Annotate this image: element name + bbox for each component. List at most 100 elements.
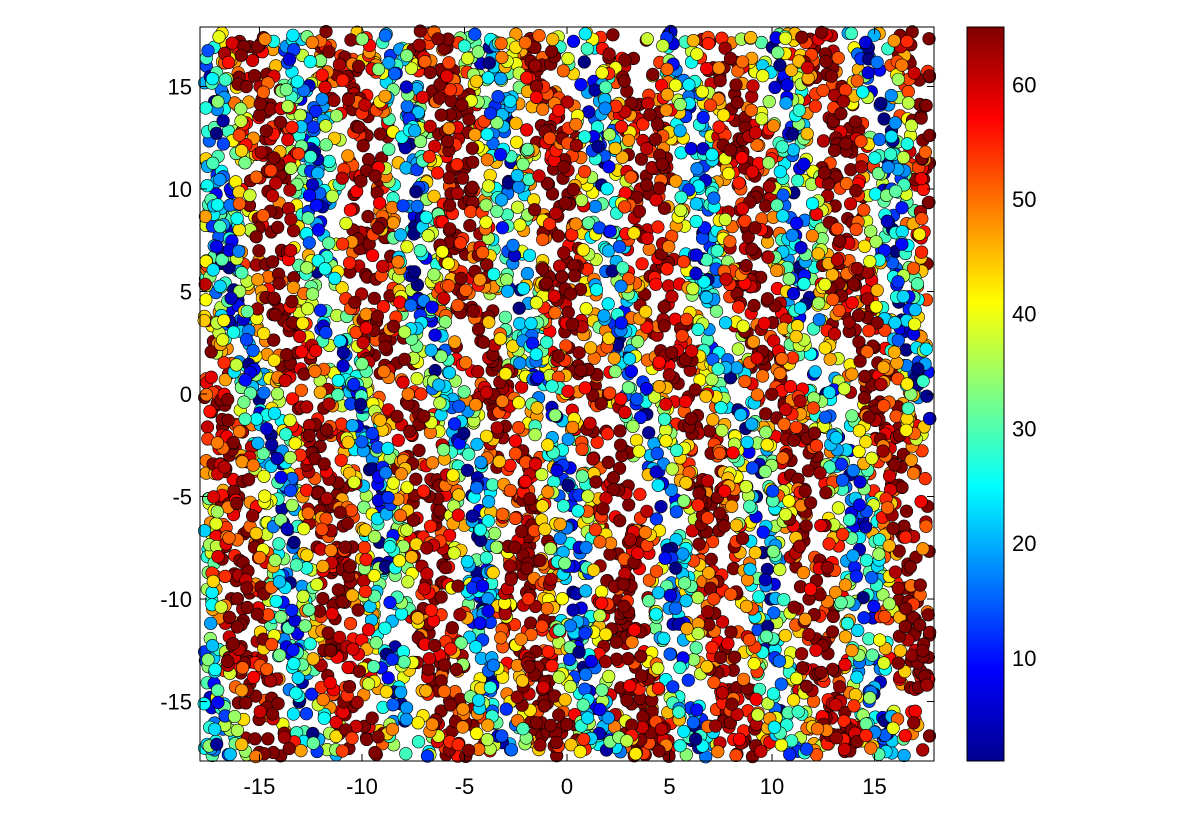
data-point bbox=[529, 428, 542, 441]
data-point bbox=[890, 410, 903, 423]
data-point bbox=[809, 100, 822, 113]
data-point bbox=[287, 224, 300, 237]
data-point bbox=[366, 249, 379, 262]
data-point bbox=[499, 311, 512, 324]
data-point bbox=[838, 383, 851, 396]
data-point bbox=[808, 427, 821, 440]
data-point bbox=[855, 135, 868, 148]
data-point bbox=[677, 548, 690, 561]
data-point bbox=[557, 247, 570, 260]
data-point bbox=[284, 414, 297, 427]
data-point bbox=[400, 713, 413, 726]
data-point bbox=[512, 421, 525, 434]
data-point bbox=[517, 158, 530, 171]
data-point bbox=[851, 671, 864, 684]
data-point bbox=[482, 719, 495, 732]
data-point bbox=[796, 661, 809, 674]
data-point bbox=[690, 642, 703, 655]
data-point bbox=[830, 431, 843, 444]
data-point bbox=[302, 507, 315, 520]
data-point bbox=[800, 680, 813, 693]
data-point bbox=[246, 54, 259, 67]
data-point bbox=[344, 617, 357, 630]
data-point bbox=[590, 283, 603, 296]
data-point bbox=[607, 29, 620, 42]
data-point bbox=[635, 650, 648, 663]
data-point bbox=[806, 230, 819, 243]
data-point bbox=[219, 570, 232, 583]
data-point bbox=[651, 447, 664, 460]
data-point bbox=[904, 561, 917, 574]
data-point bbox=[806, 197, 819, 210]
data-point bbox=[369, 746, 382, 759]
data-point bbox=[839, 630, 852, 643]
data-point bbox=[285, 213, 298, 226]
data-point bbox=[902, 402, 915, 415]
data-point bbox=[240, 697, 253, 710]
data-point bbox=[235, 738, 248, 751]
data-point bbox=[210, 127, 223, 140]
data-point bbox=[644, 108, 657, 121]
data-point bbox=[787, 128, 800, 141]
data-point bbox=[752, 709, 765, 722]
data-point bbox=[523, 249, 536, 262]
data-point bbox=[236, 266, 249, 279]
data-point bbox=[554, 518, 567, 531]
data-point bbox=[595, 597, 608, 610]
data-point bbox=[595, 586, 608, 599]
data-point bbox=[379, 622, 392, 635]
data-point bbox=[394, 686, 407, 699]
data-point bbox=[913, 619, 926, 632]
data-point bbox=[259, 33, 272, 46]
data-point bbox=[690, 704, 703, 717]
data-point bbox=[212, 95, 225, 108]
data-point bbox=[701, 511, 714, 524]
data-point bbox=[622, 381, 635, 394]
data-point bbox=[839, 579, 852, 592]
data-point bbox=[387, 699, 400, 712]
data-point bbox=[556, 270, 569, 283]
data-point bbox=[213, 31, 226, 44]
data-point bbox=[813, 313, 826, 326]
data-point bbox=[748, 299, 761, 312]
data-point bbox=[896, 201, 909, 214]
data-point bbox=[362, 153, 375, 166]
data-point bbox=[703, 425, 716, 438]
data-point bbox=[332, 584, 345, 597]
data-point bbox=[480, 552, 493, 565]
data-point bbox=[878, 113, 891, 126]
data-point bbox=[602, 298, 615, 311]
data-point bbox=[594, 609, 607, 622]
data-point bbox=[405, 551, 418, 564]
data-point bbox=[568, 270, 581, 283]
data-point bbox=[658, 301, 671, 314]
data-point bbox=[398, 656, 411, 669]
data-point bbox=[398, 353, 411, 366]
data-point bbox=[849, 688, 862, 701]
data-point bbox=[733, 177, 746, 190]
data-point bbox=[469, 641, 482, 654]
data-point bbox=[290, 687, 303, 700]
data-point bbox=[559, 694, 572, 707]
data-point bbox=[466, 156, 479, 169]
data-point bbox=[602, 670, 615, 683]
data-point bbox=[530, 717, 543, 730]
data-point bbox=[513, 302, 526, 315]
data-point bbox=[676, 330, 689, 343]
data-point bbox=[395, 608, 408, 621]
data-point bbox=[745, 418, 758, 431]
data-point bbox=[217, 115, 230, 128]
data-point bbox=[921, 390, 934, 403]
data-point bbox=[306, 36, 319, 49]
data-point bbox=[753, 591, 766, 604]
data-point bbox=[822, 178, 835, 191]
data-point bbox=[902, 97, 915, 110]
data-point bbox=[380, 686, 393, 699]
data-point bbox=[519, 36, 532, 49]
data-point bbox=[262, 733, 275, 746]
data-point bbox=[708, 676, 721, 689]
data-point bbox=[271, 221, 284, 234]
data-point bbox=[552, 709, 565, 722]
data-point bbox=[737, 673, 750, 686]
data-point bbox=[815, 519, 828, 532]
